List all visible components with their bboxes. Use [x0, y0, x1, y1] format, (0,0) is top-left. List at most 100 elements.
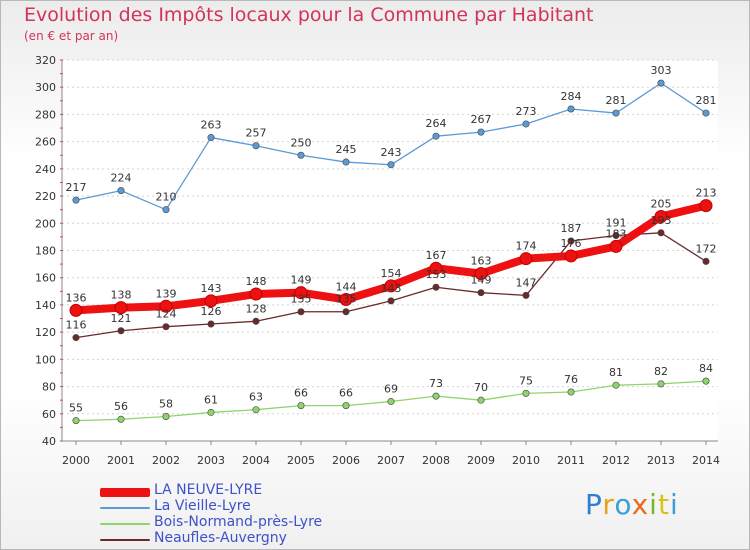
data-point: [297, 402, 305, 410]
data-point: [252, 142, 260, 150]
data-label: 281: [606, 94, 627, 107]
data-label: 193: [651, 214, 672, 227]
legend-swatch: [100, 539, 150, 541]
logo-letter: i: [649, 488, 658, 521]
chart-subtitle: (en € et par an): [24, 29, 119, 43]
data-label: 263: [201, 119, 222, 132]
data-label: 154: [381, 267, 402, 280]
data-label: 143: [201, 282, 222, 295]
data-label: 143: [381, 282, 402, 295]
data-label: 84: [699, 362, 713, 375]
data-label: 250: [291, 136, 312, 149]
legend-label: Neaufles-Auvergny: [154, 530, 287, 546]
data-point: [567, 105, 575, 113]
data-point: [567, 237, 575, 245]
data-point: [657, 79, 665, 87]
data-label: 66: [294, 387, 308, 400]
data-label: 135: [291, 293, 312, 306]
legend-item: Neaufles-Auvergny: [100, 530, 400, 548]
data-point: [519, 252, 533, 266]
x-tick-label: 2009: [467, 454, 495, 467]
data-point: [702, 257, 710, 265]
data-label: 149: [291, 274, 312, 287]
x-tick-label: 2004: [242, 454, 270, 467]
data-point: [477, 289, 485, 297]
data-label: 224: [111, 172, 132, 185]
data-point: [699, 199, 713, 213]
data-label: 303: [651, 64, 672, 77]
legend-swatch: [100, 523, 150, 525]
data-point: [657, 380, 665, 388]
data-label: 205: [651, 197, 672, 210]
y-tick-label: 140: [35, 299, 56, 312]
chart-title: Evolution des Impôts locaux pour la Comm…: [24, 4, 594, 26]
data-label: 121: [111, 312, 132, 325]
data-point: [657, 229, 665, 237]
data-point: [159, 299, 173, 313]
data-point: [117, 327, 125, 335]
logo-letter: x: [631, 488, 650, 521]
x-tick-label: 2006: [332, 454, 360, 467]
data-point: [522, 389, 530, 397]
data-point: [387, 297, 395, 305]
data-label: 153: [426, 268, 447, 281]
data-point: [117, 187, 125, 195]
data-label: 58: [159, 398, 173, 411]
data-label: 243: [381, 146, 402, 159]
data-label: 148: [246, 275, 267, 288]
data-point: [432, 283, 440, 291]
data-label: 245: [336, 143, 357, 156]
data-label: 176: [561, 237, 582, 250]
data-label: 183: [606, 227, 627, 240]
data-point: [252, 317, 260, 325]
data-label: 73: [429, 377, 443, 390]
data-point: [162, 206, 170, 214]
logo-letter: r: [602, 488, 615, 521]
data-point: [477, 128, 485, 136]
data-point: [117, 415, 125, 423]
legend-item: LA NEUVE-LYRE: [100, 482, 400, 500]
y-tick-label: 80: [42, 381, 56, 394]
y-tick-label: 160: [35, 272, 56, 285]
data-point: [432, 132, 440, 140]
data-point: [162, 413, 170, 421]
data-label: 144: [336, 280, 357, 293]
data-point: [474, 267, 488, 281]
data-point: [297, 151, 305, 159]
logo-letter: P: [585, 488, 603, 521]
data-label: 55: [69, 402, 83, 415]
y-tick-label: 200: [35, 217, 56, 230]
data-label: 126: [201, 305, 222, 318]
y-tick-label: 300: [35, 81, 56, 94]
data-point: [207, 134, 215, 142]
data-label: 139: [156, 287, 177, 300]
data-label: 66: [339, 387, 353, 400]
data-label: 267: [471, 113, 492, 126]
data-point: [252, 406, 260, 414]
legend: LA NEUVE-LYRE La Vieille-Lyre Bois-Normand…: [100, 482, 400, 548]
y-tick-label: 120: [35, 326, 56, 339]
data-label: 116: [66, 319, 87, 332]
data-point: [207, 408, 215, 416]
data-label: 138: [111, 289, 132, 302]
data-point: [72, 196, 80, 204]
legend-label: Bois-Normand-près-Lyre: [154, 514, 323, 530]
data-label: 281: [696, 94, 717, 107]
y-tick-label: 180: [35, 245, 56, 258]
x-tick-label: 2001: [107, 454, 135, 467]
data-point: [564, 249, 578, 263]
y-tick-label: 240: [35, 163, 56, 176]
data-label: 264: [426, 117, 447, 130]
data-point: [702, 109, 710, 117]
data-label: 135: [336, 293, 357, 306]
data-point: [72, 334, 80, 342]
data-label: 213: [696, 187, 717, 200]
x-tick-label: 2005: [287, 454, 315, 467]
logo-letter: o: [614, 488, 632, 521]
x-tick-label: 2003: [197, 454, 225, 467]
data-point: [522, 120, 530, 128]
data-point: [702, 377, 710, 385]
data-label: 172: [696, 242, 717, 255]
data-label: 61: [204, 393, 218, 406]
logo-letter: i: [669, 488, 679, 521]
